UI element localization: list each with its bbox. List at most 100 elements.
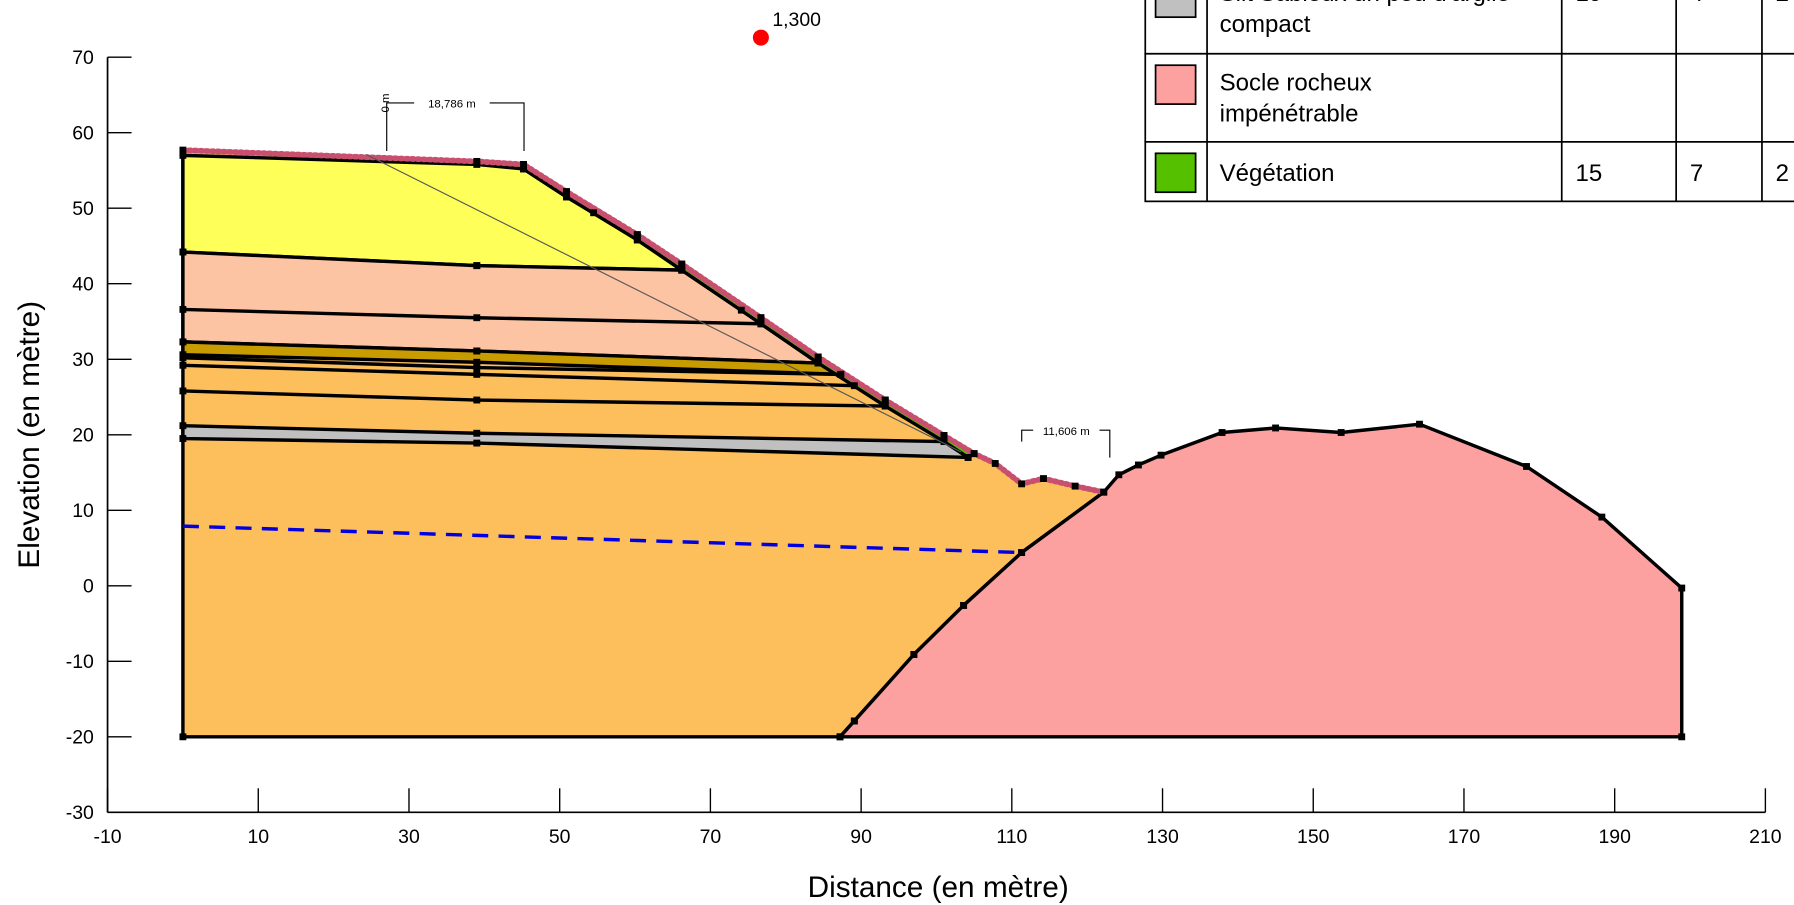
x-tick-label: 90 <box>850 826 872 848</box>
node <box>179 354 186 361</box>
x-tick-label: 110 <box>996 826 1027 848</box>
node <box>837 733 844 740</box>
plot-area <box>179 147 1685 741</box>
node <box>1523 463 1530 470</box>
x-tick-label: -10 <box>94 826 122 848</box>
node <box>815 354 822 361</box>
y-tick-label: 30 <box>72 349 94 371</box>
node <box>910 651 917 658</box>
node <box>1115 471 1122 478</box>
y-tick-label: 0 <box>83 576 94 598</box>
node <box>678 267 685 274</box>
legend-value: 19 <box>1575 0 1602 7</box>
node <box>473 440 480 447</box>
node <box>179 306 186 313</box>
node <box>738 307 745 314</box>
node <box>851 382 858 389</box>
page: {"chart_data": { "type": "cross-section"… <box>0 0 1794 905</box>
node <box>179 733 186 740</box>
slip-center <box>753 30 769 46</box>
x-tick-label: 130 <box>1146 826 1179 848</box>
x-tick-label: 50 <box>549 826 571 848</box>
node <box>1135 462 1142 469</box>
node <box>179 249 186 256</box>
annotation: 0 m <box>380 93 392 112</box>
node <box>678 261 685 268</box>
node <box>473 262 480 269</box>
node <box>520 166 527 173</box>
node <box>473 348 480 355</box>
legend-value: 15 <box>1575 160 1602 187</box>
node <box>179 435 186 442</box>
node <box>971 450 978 457</box>
node <box>1018 549 1025 556</box>
node <box>757 320 764 327</box>
node <box>179 362 186 369</box>
node <box>1416 421 1423 428</box>
legend-value: 2 <box>1776 0 1789 7</box>
legend-label: Socle rocheux <box>1220 69 1372 96</box>
legend: Silt Sableux un peu d'argile compact 19 4 2 S… <box>1145 0 1794 201</box>
node <box>851 718 858 725</box>
node <box>882 403 889 410</box>
legend-label: Végétation <box>1220 160 1335 187</box>
x-tick-label: 170 <box>1448 826 1481 848</box>
node <box>473 397 480 404</box>
node <box>179 152 186 159</box>
node <box>1100 489 1107 496</box>
node <box>960 602 967 609</box>
node <box>837 371 844 378</box>
node <box>473 430 480 437</box>
node <box>965 454 972 461</box>
legend-swatch <box>1156 153 1196 192</box>
legend-value: 2 <box>1776 160 1789 187</box>
node <box>757 314 764 321</box>
legend-swatch <box>1156 0 1196 17</box>
node <box>1338 429 1345 436</box>
y-tick-label: -10 <box>66 651 94 673</box>
node <box>473 161 480 168</box>
node <box>941 432 948 439</box>
node <box>1678 585 1685 592</box>
legend-row <box>1145 54 1794 142</box>
legend-value: 7 <box>1690 160 1703 187</box>
legend-swatch <box>1156 65 1196 104</box>
soil-region <box>183 155 682 270</box>
legend-value: 4 <box>1690 0 1703 7</box>
node <box>1598 514 1605 521</box>
factor-of-safety: 1,300 <box>772 9 821 31</box>
node <box>473 364 480 371</box>
node <box>473 314 480 321</box>
y-tick-label: 50 <box>72 198 94 220</box>
y-axis-title: Elevation (en mètre) <box>13 301 46 569</box>
y-tick-label: 10 <box>72 500 94 522</box>
node <box>1018 480 1025 487</box>
node <box>590 209 597 216</box>
y-tick-label: -30 <box>66 802 94 824</box>
y-tick-label: -20 <box>66 727 94 749</box>
x-tick-label: 210 <box>1749 826 1782 848</box>
y-tick-label: 20 <box>72 425 94 447</box>
node <box>1219 429 1226 436</box>
node <box>992 460 999 467</box>
y-tick-label: 60 <box>72 123 94 145</box>
node <box>1072 483 1079 490</box>
x-tick-label: 190 <box>1598 826 1631 848</box>
node <box>563 193 570 200</box>
node <box>179 388 186 395</box>
x-tick-label: 150 <box>1297 826 1330 848</box>
annotation: 18,786 m <box>428 99 476 111</box>
x-tick-label: 10 <box>247 826 269 848</box>
x-tick-label: 30 <box>398 826 420 848</box>
y-tick-label: 70 <box>72 47 94 69</box>
node <box>882 397 889 404</box>
legend-label: Silt Sableux un peu d'argile <box>1220 0 1510 7</box>
node <box>634 237 641 244</box>
node <box>179 422 186 429</box>
node <box>1678 733 1685 740</box>
annotation: 11,606 m <box>1043 426 1090 438</box>
node <box>179 338 186 345</box>
node <box>815 360 822 367</box>
node <box>1272 425 1279 432</box>
legend-label: compact <box>1220 11 1311 38</box>
